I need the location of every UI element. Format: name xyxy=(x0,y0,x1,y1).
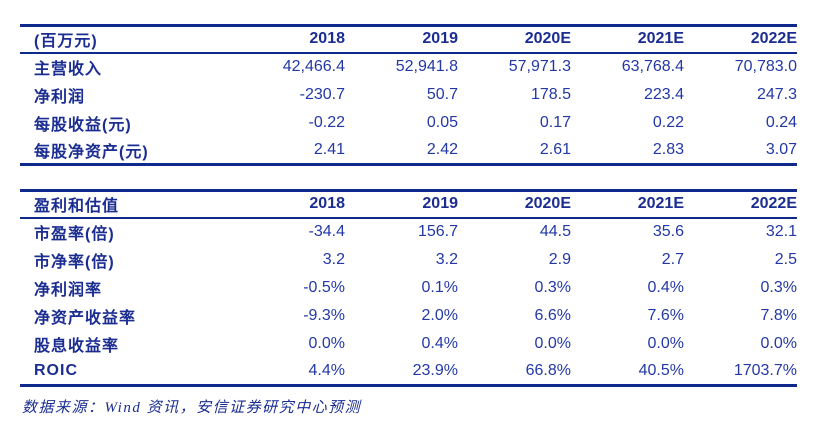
value-cell: 156.7 xyxy=(417,223,458,240)
value-cell: 3.07 xyxy=(765,140,797,158)
value-cell: 3.2 xyxy=(322,250,345,268)
table-row: 市净率(倍) 3.2 3.2 2.9 2.7 2.5 xyxy=(20,246,797,274)
value-cell: 57,971.3 xyxy=(508,58,571,75)
year-column-header: 2019 xyxy=(422,30,458,48)
table-gap xyxy=(20,166,797,189)
value-cell: 178.5 xyxy=(530,85,571,103)
value-cell: 7.8% xyxy=(760,306,797,324)
value-cell: 23.9% xyxy=(412,361,458,379)
row-label-roic: ROIC xyxy=(34,361,78,379)
value-cell: 4.4% xyxy=(308,361,345,379)
value-cell: 0.22 xyxy=(652,113,684,131)
row-label-dividend-yield: 股息收益率 xyxy=(34,337,120,355)
value-cell: 1703.7% xyxy=(733,361,797,379)
value-cell: -34.4 xyxy=(308,223,345,240)
value-cell: 2.42 xyxy=(426,140,458,158)
value-cell: -9.3% xyxy=(303,306,345,324)
table-row: 每股净资产(元) 2.41 2.42 2.61 2.83 3.07 xyxy=(20,137,797,165)
year-column-header: 2018 xyxy=(309,30,345,48)
financial-forecast-table: (百万元) 2018 2019 2020E 2021E 2022E 主营收入 4… xyxy=(20,24,797,166)
year-column-header: 2022E xyxy=(750,30,797,48)
value-cell: 247.3 xyxy=(756,85,797,103)
table-row: 股息收益率 0.0% 0.4% 0.0% 0.0% 0.0% xyxy=(20,330,797,358)
table-row: ROIC 4.4% 23.9% 66.8% 40.5% 1703.7% xyxy=(20,358,797,386)
value-cell: 0.17 xyxy=(539,113,571,131)
row-label-net-profit: 净利润 xyxy=(34,88,86,106)
valuation-header-row: 盈利和估值 2018 2019 2020E 2021E 2022E xyxy=(20,191,797,218)
value-cell: 0.4% xyxy=(647,278,684,296)
year-column-header: 2020E xyxy=(524,30,571,48)
value-cell: -0.5% xyxy=(303,278,345,296)
row-label-bps: 每股净资产(元) xyxy=(34,143,149,161)
table-row: 市盈率(倍) -34.4 156.7 44.5 35.6 32.1 xyxy=(20,218,797,246)
valuation-table: 盈利和估值 2018 2019 2020E 2021E 2022E 市盈率(倍)… xyxy=(20,189,797,387)
table-row: 主营收入 42,466.4 52,941.8 57,971.3 63,768.4… xyxy=(20,53,797,81)
value-cell: 7.6% xyxy=(647,306,684,324)
year-column-header: 2018 xyxy=(309,195,345,213)
row-label-pe: 市盈率(倍) xyxy=(34,226,115,243)
value-cell: 0.0% xyxy=(760,334,797,352)
value-cell: 3.2 xyxy=(435,250,458,268)
value-cell: 2.83 xyxy=(652,140,684,158)
value-cell: 0.05 xyxy=(426,113,458,131)
value-cell: 2.7 xyxy=(661,250,684,268)
row-label-roe: 净资产收益率 xyxy=(34,309,137,327)
financial-summary-report: (百万元) 2018 2019 2020E 2021E 2022E 主营收入 4… xyxy=(20,24,797,416)
year-column-header: 2020E xyxy=(524,195,571,213)
table-row: 净利润 -230.7 50.7 178.5 223.4 247.3 xyxy=(20,81,797,109)
table-row: 每股收益(元) -0.22 0.05 0.17 0.22 0.24 xyxy=(20,109,797,137)
year-column-header: 2022E xyxy=(750,195,797,213)
value-cell: 0.0% xyxy=(647,334,684,352)
value-cell: 0.3% xyxy=(760,278,797,296)
value-cell: 2.5 xyxy=(774,250,797,268)
value-cell: 2.9 xyxy=(548,250,571,268)
table-row: 净利润率 -0.5% 0.1% 0.3% 0.4% 0.3% xyxy=(20,274,797,302)
value-cell: 0.4% xyxy=(421,334,458,352)
year-column-header: 2021E xyxy=(637,195,684,213)
row-label-revenue: 主营收入 xyxy=(34,61,103,78)
value-cell: 0.3% xyxy=(534,278,571,296)
value-cell: 2.0% xyxy=(421,306,458,324)
row-label-eps: 每股收益(元) xyxy=(34,116,132,134)
value-cell: 66.8% xyxy=(525,361,571,379)
forecast-header-row: (百万元) 2018 2019 2020E 2021E 2022E xyxy=(20,26,797,53)
value-cell: 6.6% xyxy=(534,306,571,324)
value-cell: 63,768.4 xyxy=(621,58,684,75)
value-cell: -230.7 xyxy=(299,85,345,103)
value-cell: 0.24 xyxy=(765,113,797,131)
value-cell: 0.0% xyxy=(534,334,571,352)
data-source-note: 数据来源：Wind 资讯，安信证券研究中心预测 xyxy=(22,400,362,416)
valuation-table-title: 盈利和估值 xyxy=(34,198,120,216)
row-label-pb: 市净率(倍) xyxy=(34,253,115,271)
row-label-net-margin: 净利润率 xyxy=(34,281,103,299)
table-row: 净资产收益率 -9.3% 2.0% 6.6% 7.6% 7.8% xyxy=(20,302,797,330)
value-cell: 52,941.8 xyxy=(395,58,458,75)
value-cell: 2.41 xyxy=(313,140,345,158)
value-cell: 40.5% xyxy=(638,361,684,379)
year-column-header: 2019 xyxy=(422,195,458,213)
value-cell: 35.6 xyxy=(652,223,684,240)
value-cell: 50.7 xyxy=(426,85,458,103)
year-column-header: 2021E xyxy=(637,30,684,48)
value-cell: -0.22 xyxy=(308,113,345,131)
value-cell: 44.5 xyxy=(539,223,571,240)
value-cell: 70,783.0 xyxy=(734,58,797,75)
value-cell: 0.1% xyxy=(421,278,458,296)
value-cell: 42,466.4 xyxy=(282,58,345,75)
value-cell: 32.1 xyxy=(765,223,797,240)
value-cell: 2.61 xyxy=(539,140,571,158)
value-cell: 223.4 xyxy=(643,85,684,103)
unit-label: (百万元) xyxy=(34,33,98,51)
value-cell: 0.0% xyxy=(308,334,345,352)
